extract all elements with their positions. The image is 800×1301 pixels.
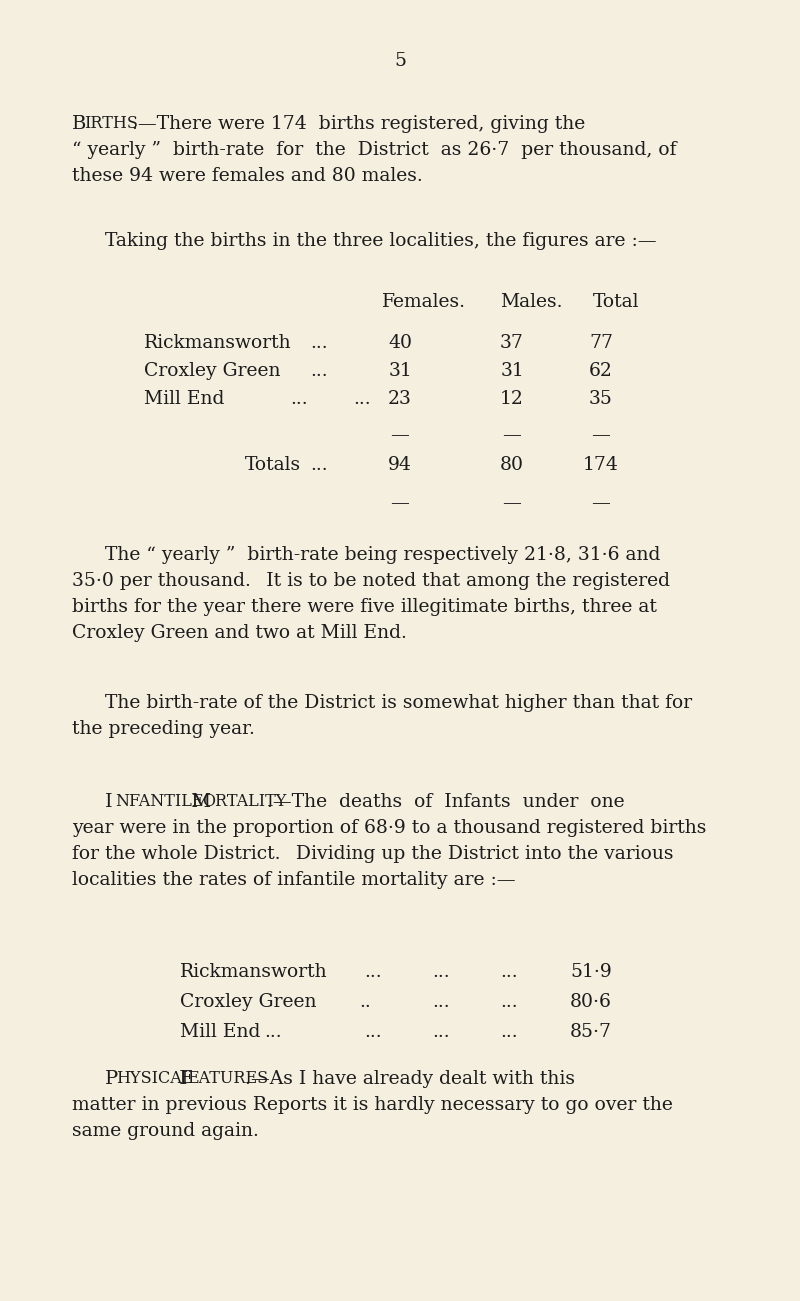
Text: 35·0 per thousand.  It is to be noted that among the registered: 35·0 per thousand. It is to be noted tha… [72, 572, 670, 589]
Text: ...: ... [500, 1023, 518, 1041]
Text: Females.: Females. [382, 293, 466, 311]
Text: .—As I have already dealt with this: .—As I have already dealt with this [245, 1069, 575, 1088]
Text: for the whole District.  Dividing up the District into the various: for the whole District. Dividing up the … [72, 846, 674, 863]
Text: matter in previous Reports it is hardly necessary to go over the: matter in previous Reports it is hardly … [72, 1095, 673, 1114]
Text: .—There were 174  births registered, giving the: .—There were 174 births registered, givi… [132, 114, 586, 133]
Text: Mill End: Mill End [144, 390, 224, 409]
Text: 51·9: 51·9 [570, 963, 612, 981]
Text: 31: 31 [388, 362, 412, 380]
Text: 80·6: 80·6 [570, 993, 612, 1011]
Text: ...: ... [290, 390, 308, 409]
Text: Croxley Green and two at Mill End.: Croxley Green and two at Mill End. [72, 624, 407, 641]
Text: EATURES: EATURES [187, 1069, 268, 1088]
Text: Totals: Totals [245, 455, 301, 474]
Text: ...: ... [432, 993, 450, 1011]
Text: ..: .. [359, 993, 370, 1011]
Text: Croxley Green: Croxley Green [144, 362, 281, 380]
Text: 80: 80 [500, 455, 524, 474]
Text: ...: ... [500, 993, 518, 1011]
Text: 40: 40 [388, 334, 412, 353]
Text: IRTHS: IRTHS [84, 114, 138, 131]
Text: Rickmansworth: Rickmansworth [144, 334, 292, 353]
Text: 77: 77 [589, 334, 613, 353]
Text: the preceding year.: the preceding year. [72, 719, 255, 738]
Text: 37: 37 [500, 334, 524, 353]
Text: 5: 5 [394, 52, 406, 70]
Text: —: — [591, 494, 610, 513]
Text: Taking the births in the three localities, the figures are :—: Taking the births in the three localitie… [105, 232, 657, 250]
Text: 85·7: 85·7 [570, 1023, 612, 1041]
Text: F: F [173, 1069, 193, 1088]
Text: 12: 12 [500, 390, 524, 409]
Text: B: B [72, 114, 86, 133]
Text: 35: 35 [589, 390, 613, 409]
Text: HYSICAL: HYSICAL [116, 1069, 192, 1088]
Text: ...: ... [310, 455, 328, 474]
Text: .—The  deaths  of  Infants  under  one: .—The deaths of Infants under one [267, 794, 625, 811]
Text: 62: 62 [589, 362, 613, 380]
Text: same ground again.: same ground again. [72, 1121, 259, 1140]
Text: M: M [185, 794, 211, 811]
Text: ...: ... [500, 963, 518, 981]
Text: these 94 were females and 80 males.: these 94 were females and 80 males. [72, 167, 422, 185]
Text: ...: ... [264, 1023, 282, 1041]
Text: ...: ... [310, 362, 328, 380]
Text: ...: ... [353, 390, 370, 409]
Text: —: — [390, 425, 410, 444]
Text: 94: 94 [388, 455, 412, 474]
Text: The “ yearly ”  birth-rate being respectively 21·8, 31·6 and: The “ yearly ” birth-rate being respecti… [105, 546, 660, 565]
Text: NFANTILE: NFANTILE [115, 794, 203, 811]
Text: —: — [390, 494, 410, 513]
Text: ...: ... [310, 334, 328, 353]
Text: ...: ... [432, 963, 450, 981]
Text: I: I [105, 794, 113, 811]
Text: Total: Total [593, 293, 639, 311]
Text: ...: ... [364, 963, 382, 981]
Text: 31: 31 [500, 362, 524, 380]
Text: The birth-rate of the District is somewhat higher than that for: The birth-rate of the District is somewh… [105, 693, 692, 712]
Text: Croxley Green: Croxley Green [180, 993, 317, 1011]
Text: ...: ... [432, 1023, 450, 1041]
Text: —: — [502, 494, 522, 513]
Text: P: P [105, 1069, 118, 1088]
Text: Rickmansworth: Rickmansworth [180, 963, 328, 981]
Text: ORTALITY: ORTALITY [202, 794, 286, 811]
Text: Mill End: Mill End [180, 1023, 260, 1041]
Text: ...: ... [364, 1023, 382, 1041]
Text: —: — [591, 425, 610, 444]
Text: year were in the proportion of 68·9 to a thousand registered births: year were in the proportion of 68·9 to a… [72, 820, 706, 837]
Text: —: — [502, 425, 522, 444]
Text: “ yearly ”  birth-rate  for  the  District  as 26·7  per thousand, of: “ yearly ” birth-rate for the District a… [72, 141, 677, 159]
Text: births for the year there were five illegitimate births, three at: births for the year there were five ille… [72, 598, 657, 615]
Text: localities the rates of infantile mortality are :—: localities the rates of infantile mortal… [72, 870, 516, 889]
Text: Males.: Males. [500, 293, 562, 311]
Text: 23: 23 [388, 390, 412, 409]
Text: 174: 174 [583, 455, 619, 474]
